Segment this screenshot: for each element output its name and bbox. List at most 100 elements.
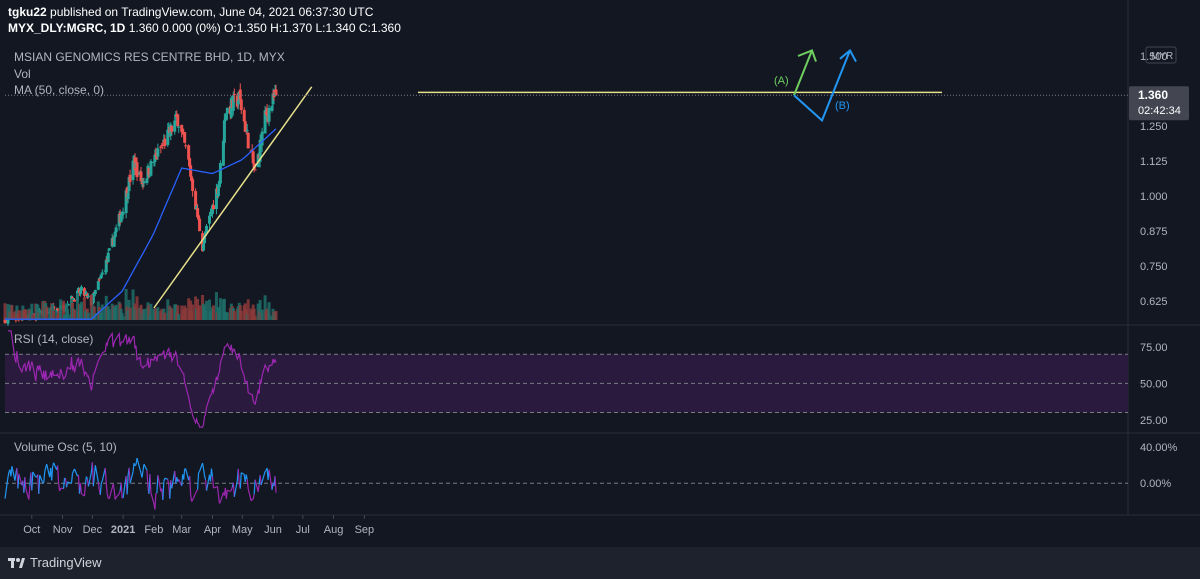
volume-bar	[176, 305, 180, 320]
vosc-segment	[149, 473, 152, 493]
vosc-segment	[162, 481, 165, 500]
vosc-segment	[253, 479, 256, 495]
vosc-segment	[245, 474, 248, 480]
vosc-segment	[126, 475, 129, 495]
candle-body	[222, 120, 226, 143]
candle-body	[180, 124, 184, 132]
publish-line: tgku22 published on TradingView.com, Jun…	[8, 5, 373, 19]
vosc-segment	[62, 478, 66, 489]
tradingview-logo[interactable]: TradingView	[8, 555, 102, 570]
vosc-tick-label: 40.00%	[1140, 442, 1178, 454]
candle-body	[139, 171, 143, 182]
candle-body	[83, 293, 87, 295]
vosc-segment	[118, 490, 121, 495]
arrow-b-line	[793, 50, 851, 123]
candle-body	[238, 89, 242, 100]
time-tick-label: Jul	[296, 524, 310, 536]
candle-body	[128, 174, 132, 182]
candle-body	[211, 205, 215, 210]
candle-body	[239, 99, 243, 111]
time-tick-label: Dec	[83, 524, 103, 536]
candlestick-series	[3, 83, 278, 327]
volume-bar	[214, 292, 218, 320]
currency-label: MYR	[1151, 51, 1173, 62]
candle-body	[207, 215, 211, 224]
candle-body	[260, 131, 264, 146]
volume-bar	[252, 308, 256, 320]
vosc-segment	[108, 487, 113, 499]
vosc-segment	[64, 477, 66, 480]
volume-bar	[121, 316, 125, 320]
vosc-segment	[150, 492, 155, 504]
author-name[interactable]: tgku22	[8, 5, 47, 19]
volume-bar	[174, 304, 178, 320]
candle-body	[163, 138, 167, 146]
volume-bar	[166, 299, 170, 320]
volume-bar	[135, 296, 139, 320]
time-tick-label: Apr	[204, 524, 221, 536]
vosc-segment	[183, 468, 186, 480]
vosc-segment	[154, 493, 157, 510]
vosc-segment	[100, 480, 103, 484]
time-tick-label: 2021	[111, 524, 135, 536]
volume-bars	[3, 288, 278, 320]
time-tick-label: Oct	[23, 524, 40, 536]
vosc-segment	[201, 462, 205, 469]
volume-bar	[253, 315, 257, 320]
volume-bar	[59, 299, 63, 320]
rsi-legend[interactable]: RSI (14, close)	[14, 332, 94, 346]
rsi-tick-label: 25.00	[1140, 415, 1168, 427]
vosc-segment	[4, 477, 9, 499]
volume-osc-legend[interactable]: Volume Osc (5, 10)	[14, 440, 117, 454]
volume-bar	[198, 305, 202, 320]
vosc-segment	[167, 479, 170, 486]
volume-legend[interactable]: Vol	[14, 67, 31, 81]
vosc-segment	[254, 479, 259, 492]
ohlc-values: 1.360 0.000 (0%) O:1.350 H:1.370 L:1.340…	[128, 21, 401, 35]
vosc-segment	[17, 473, 20, 489]
candle-body	[121, 212, 125, 215]
vosc-segment	[171, 470, 176, 489]
candle-body	[224, 114, 228, 120]
vosc-segment	[252, 493, 255, 500]
vosc-segment	[129, 471, 134, 484]
candle-body	[216, 184, 220, 196]
main-series-legend[interactable]: MSIAN GENOMICS RES CENTRE BHD, 1D, MYX	[14, 50, 285, 64]
volume-bar	[89, 294, 93, 320]
candle-body	[231, 95, 235, 111]
volume-bar	[66, 308, 70, 320]
candle-body	[202, 244, 206, 251]
volume-bar	[205, 300, 209, 320]
volume-bar	[239, 310, 243, 320]
volume-bar	[24, 309, 28, 320]
candle-body	[243, 121, 247, 132]
candle-body	[253, 169, 257, 171]
volume-bar	[189, 300, 193, 320]
vosc-segment	[274, 476, 277, 493]
time-tick-label: Sep	[355, 524, 375, 536]
candle-body	[195, 206, 199, 210]
vosc-segment	[67, 481, 71, 484]
vosc-segment	[230, 486, 233, 491]
vosc-segment	[97, 481, 100, 491]
candle-body	[55, 309, 59, 311]
candle-body	[258, 139, 262, 162]
candle-body	[91, 293, 95, 303]
volume-bar	[93, 313, 97, 320]
time-tick-label: Mar	[172, 524, 191, 536]
candle-body	[82, 288, 86, 296]
volume-bar	[149, 303, 153, 320]
candle-body	[196, 208, 200, 218]
volume-bar	[82, 296, 86, 320]
candle-body	[135, 162, 139, 178]
volume-bar	[258, 299, 262, 320]
last-price-tag	[1129, 86, 1189, 121]
candle-body	[217, 180, 221, 188]
candle-body	[198, 218, 202, 232]
volume-bar	[207, 299, 211, 320]
ma-legend[interactable]: MA (50, close, 0)	[14, 83, 105, 97]
vosc-segment	[128, 467, 131, 484]
volume-bar	[38, 310, 42, 320]
vosc-segment	[11, 466, 16, 481]
